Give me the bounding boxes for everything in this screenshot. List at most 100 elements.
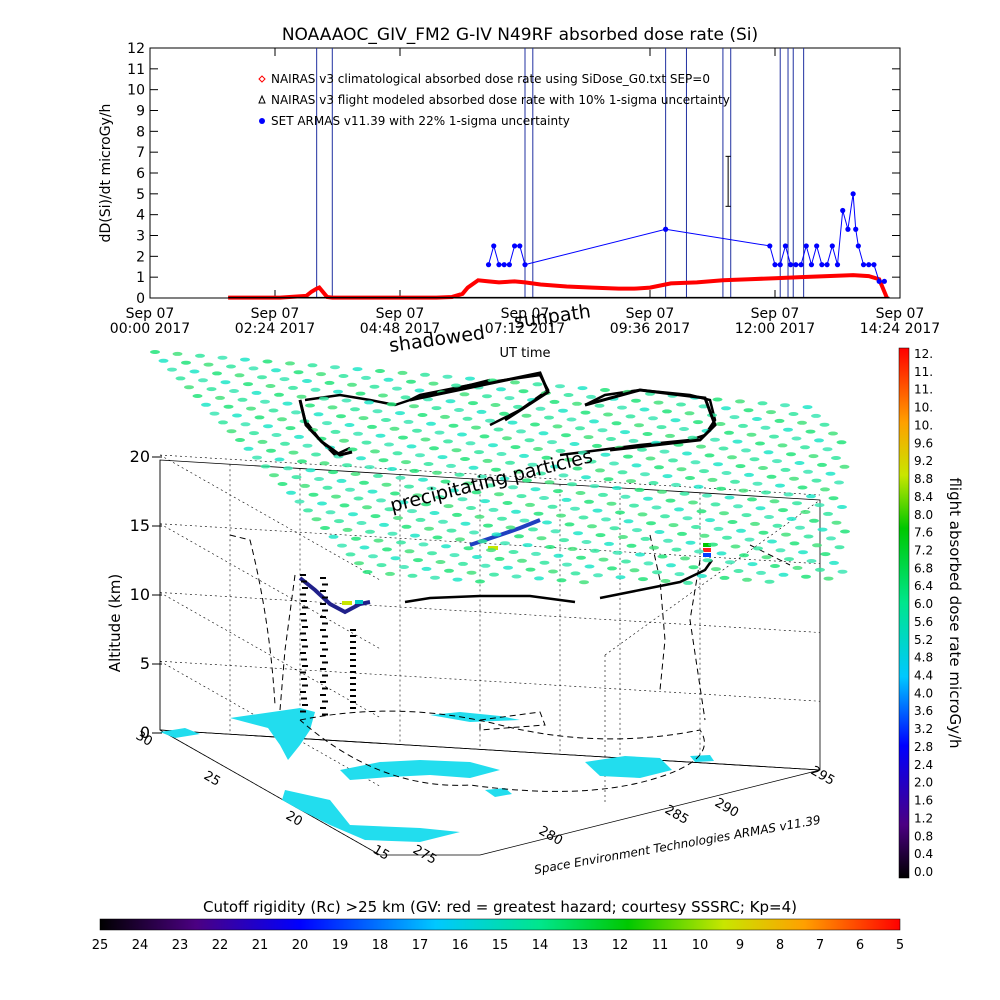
particle-marker: [313, 412, 324, 417]
particle-marker: [429, 511, 440, 515]
particle-marker: [257, 439, 268, 444]
x-tick-label-time: 04:48 2017: [360, 321, 440, 337]
particle-marker: [452, 577, 463, 582]
particle-marker: [493, 427, 504, 432]
rigidity-colorbar-tick: 24: [132, 938, 149, 953]
particle-marker: [384, 507, 395, 512]
particle-marker: [623, 519, 634, 524]
land-hispaniola: [585, 756, 672, 778]
particle-marker: [814, 503, 825, 508]
particle-marker: [733, 504, 743, 509]
particle-marker: [705, 518, 715, 523]
altitude-tick-label: 10: [130, 585, 150, 604]
armas-point: [824, 262, 830, 268]
x-tick-label-date: Sep 07: [501, 306, 550, 322]
legend-marker-dot: [259, 118, 265, 124]
particle-marker: [592, 443, 602, 448]
particle-marker: [778, 572, 789, 577]
particle-marker: [569, 442, 580, 446]
particle-marker: [475, 579, 485, 584]
latitude-tick-label: 15: [370, 842, 392, 863]
particle-marker: [564, 457, 574, 462]
particle-marker: [485, 418, 495, 423]
altitude-tick-label: 5: [140, 654, 150, 673]
particle-marker: [753, 546, 763, 551]
particle-marker: [367, 424, 377, 429]
particle-marker: [367, 489, 378, 494]
particle-marker: [424, 526, 434, 531]
particle-marker: [794, 461, 805, 465]
dose-point-right-red: [703, 548, 711, 552]
particle-marker: [504, 396, 515, 401]
particle-marker: [702, 493, 712, 498]
particle-marker: [708, 542, 718, 547]
particle-marker: [175, 376, 186, 381]
particle-marker: [631, 463, 642, 468]
particle-marker: [465, 376, 475, 381]
particle-marker: [688, 565, 699, 570]
particle-marker: [474, 514, 485, 519]
particle-marker: [341, 398, 352, 403]
particle-marker: [350, 407, 360, 412]
land-jamaica: [485, 788, 512, 797]
particle-marker: [212, 371, 222, 376]
particle-marker: [361, 440, 372, 445]
particle-marker: [440, 414, 450, 419]
rigidity-colorbar-tick: 16: [452, 938, 469, 953]
particle-marker: [308, 492, 319, 497]
particle-marker: [715, 422, 726, 426]
particle-marker: [820, 552, 831, 557]
land-bahamas: [430, 712, 520, 722]
armas-point: [496, 262, 502, 268]
armas-point: [855, 243, 861, 249]
particle-marker: [657, 489, 667, 494]
particle-marker: [370, 449, 380, 454]
x-tick-label-date: Sep 07: [251, 306, 300, 322]
particle-marker: [639, 407, 650, 412]
armas-point: [850, 191, 856, 197]
particle-marker: [752, 481, 763, 486]
particle-marker: [712, 397, 723, 402]
particle-marker: [696, 509, 707, 514]
particle-marker: [694, 549, 704, 554]
particle-marker: [421, 502, 431, 507]
particle-marker: [319, 396, 329, 401]
particle-marker: [392, 386, 402, 391]
particle-marker: [480, 499, 490, 504]
particle-marker: [226, 429, 237, 434]
particle-marker: [376, 563, 387, 568]
particle-marker: [729, 415, 740, 420]
particle-marker: [232, 413, 242, 418]
dose-colorbar-tick: 12.: [914, 347, 933, 361]
particle-marker: [563, 393, 574, 397]
particle-marker: [406, 444, 417, 449]
particle-marker: [721, 471, 732, 475]
particle-marker: [399, 565, 409, 569]
longitude-tick-label: 295: [808, 763, 837, 788]
x-tick-label-time: 14:24 2017: [860, 321, 940, 337]
dose-colorbar-tick: 6.0: [914, 597, 933, 611]
particle-marker: [684, 411, 695, 416]
particle-marker: [819, 422, 830, 427]
particle-marker: [262, 359, 273, 364]
particle-marker: [429, 446, 439, 451]
particle-marker: [438, 519, 448, 524]
particle-marker: [595, 468, 605, 473]
dose-point-right-green: [703, 543, 711, 547]
particle-marker: [369, 384, 380, 389]
top-series: [228, 191, 890, 300]
particle-marker: [249, 431, 259, 436]
particle-marker: [587, 524, 597, 529]
particle-marker: [505, 460, 515, 465]
rigidity-colorbar-tick: 8: [776, 938, 784, 953]
particle-marker: [288, 385, 298, 390]
particle-marker: [444, 568, 454, 573]
particle-marker: [459, 392, 470, 397]
particle-marker: [271, 433, 282, 437]
particle-marker: [260, 399, 270, 404]
particle-marker: [215, 395, 225, 400]
particle-marker: [390, 491, 400, 496]
particle-marker: [426, 421, 436, 426]
land-central-america: [282, 790, 460, 842]
particle-marker: [617, 405, 627, 410]
